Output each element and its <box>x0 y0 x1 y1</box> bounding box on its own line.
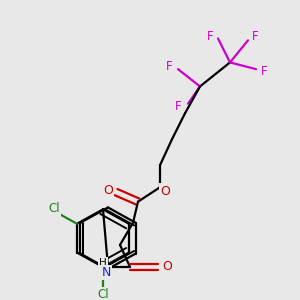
Text: F: F <box>175 100 181 113</box>
Text: Cl: Cl <box>48 202 60 215</box>
Text: Cl: Cl <box>97 288 109 300</box>
Text: F: F <box>252 30 258 43</box>
Text: O: O <box>103 184 113 197</box>
Text: O: O <box>160 184 170 198</box>
Text: F: F <box>261 64 267 78</box>
Text: F: F <box>207 30 213 43</box>
Text: N: N <box>101 266 111 279</box>
Text: O: O <box>162 260 172 274</box>
Text: F: F <box>166 60 172 73</box>
Text: H: H <box>99 258 107 268</box>
